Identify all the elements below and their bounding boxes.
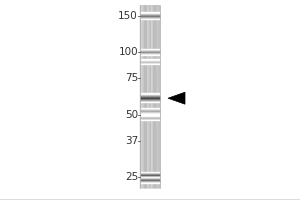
Text: 25: 25 [125, 172, 138, 182]
Bar [140, 5, 160, 188]
Text: 100: 100 [118, 47, 138, 57]
Text: 150: 150 [118, 11, 138, 21]
Text: 37: 37 [125, 136, 138, 146]
Polygon shape [168, 92, 185, 104]
Text: 50: 50 [125, 110, 138, 120]
Text: 75: 75 [125, 73, 138, 83]
